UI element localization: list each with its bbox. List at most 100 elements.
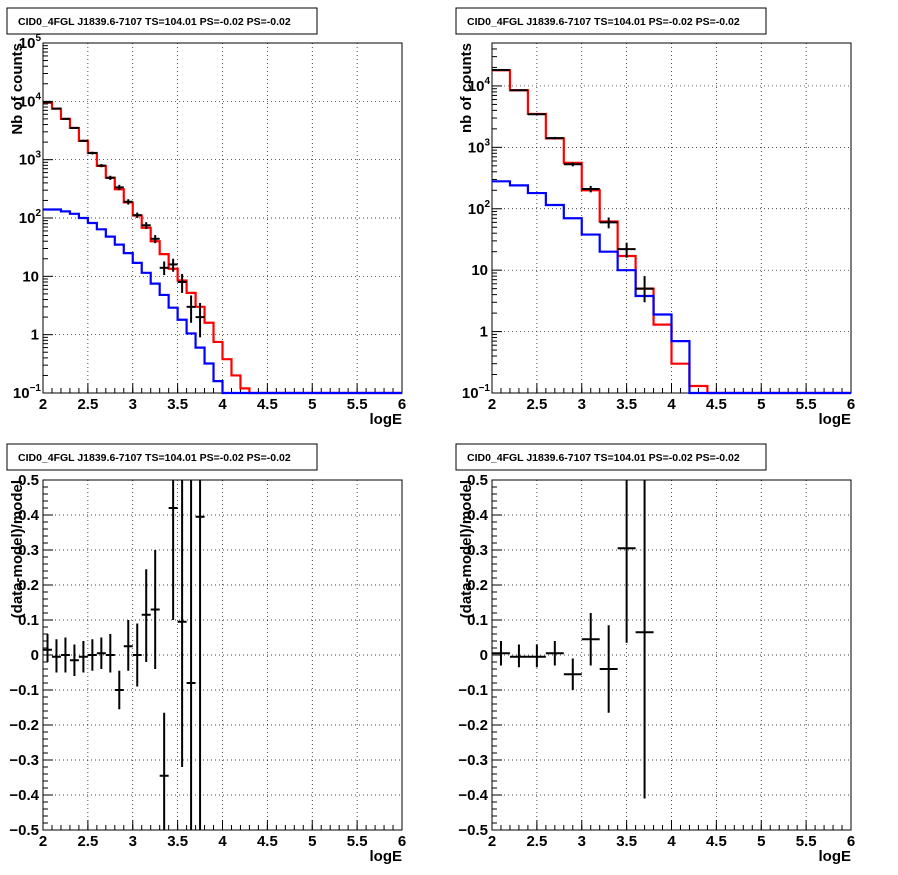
- data-point: [60, 637, 70, 673]
- data-point: [51, 107, 61, 110]
- data-point: [177, 480, 187, 767]
- y-tick-label: 0: [480, 647, 488, 664]
- x-tick-label: 3: [578, 833, 586, 850]
- data-point: [123, 199, 133, 205]
- data-point: [78, 641, 88, 673]
- data-point: [195, 302, 205, 338]
- y-tick-label: −0.4: [458, 787, 488, 804]
- x-tick-label: 5.5: [347, 833, 368, 850]
- data-point: [43, 634, 52, 662]
- data-point: [43, 101, 52, 104]
- x-tick-label: 3: [129, 396, 137, 413]
- x-tick-label: 3.5: [167, 833, 188, 850]
- data-point: [114, 184, 124, 191]
- chart-title: CID0_4FGL J1839.6-7107 TS=104.01 PS=-0.0…: [18, 452, 291, 464]
- x-tick-label: 2.5: [77, 833, 98, 850]
- x-tick-label: 2: [488, 833, 496, 850]
- y-tick-label: 1: [480, 324, 488, 341]
- chart-title: CID0_4FGL J1839.6-7107 TS=104.01 PS=-0.0…: [467, 452, 740, 464]
- x-tick-label: 5: [757, 396, 765, 413]
- y-tick-label: −0.2: [9, 717, 39, 734]
- data-point: [78, 139, 88, 142]
- data-point: [527, 644, 546, 668]
- y-tick-label: 102: [468, 199, 491, 218]
- x-tick-label: 4: [218, 396, 227, 413]
- y-tick-label: 10: [22, 268, 39, 285]
- series-1-step-line: [492, 180, 851, 395]
- data-point: [492, 68, 510, 71]
- data-point: [509, 644, 528, 668]
- y-tick-label: −0.5: [9, 822, 39, 839]
- x-tick-label: 4: [667, 833, 676, 850]
- y-tick-label: 103: [468, 137, 491, 156]
- data-point: [60, 117, 70, 120]
- data-point: [195, 480, 205, 830]
- x-tick-label: 4.5: [257, 396, 278, 413]
- data-point: [177, 273, 187, 293]
- y-tick-label: −0.4: [9, 787, 39, 804]
- y-tick-label: 0.4: [18, 507, 40, 524]
- chart-panel-0: CID0_4FGL J1839.6-7107 TS=104.01 PS=-0.0…: [6, 7, 406, 428]
- y-tick-label: 0.5: [18, 472, 39, 489]
- data-point: [617, 480, 636, 643]
- data-point: [563, 162, 582, 167]
- data-point: [599, 217, 618, 229]
- chart-title: CID0_4FGL J1839.6-7107 TS=104.01 PS=-0.0…: [18, 16, 291, 28]
- x-tick-label: 2: [39, 833, 47, 850]
- x-tick-label: 4: [667, 396, 676, 413]
- data-point: [186, 295, 196, 323]
- y-axis-label: nb of counts: [458, 43, 475, 133]
- x-tick-label: 2: [39, 396, 47, 413]
- title-box: [6, 7, 318, 35]
- x-tick-label: 2.5: [526, 396, 547, 413]
- data-point: [105, 175, 115, 180]
- y-tick-label: 104: [468, 76, 491, 95]
- x-tick-label: 4.5: [706, 396, 727, 413]
- x-tick-label: 6: [847, 396, 855, 413]
- data-point: [87, 151, 97, 155]
- chart-title: CID0_4FGL J1839.6-7107 TS=104.01 PS=-0.0…: [467, 16, 740, 28]
- y-tick-label: 105: [19, 33, 42, 52]
- y-axis-label: (data-model)/model: [9, 480, 26, 618]
- y-tick-label: −0.1: [9, 682, 39, 699]
- data-point: [563, 658, 582, 690]
- y-axis-label: Nb of counts: [9, 43, 26, 135]
- data-point: [105, 634, 115, 673]
- data-point: [599, 625, 618, 713]
- title-box: [6, 443, 318, 471]
- x-tick-label: 5: [757, 833, 765, 850]
- x-tick-label: 4.5: [706, 833, 727, 850]
- x-tick-label: 6: [847, 833, 855, 850]
- data-point: [581, 185, 600, 193]
- data-point: [617, 242, 636, 258]
- x-tick-label: 3.5: [167, 396, 188, 413]
- y-tick-label: 1: [31, 327, 39, 344]
- y-tick-label: 10−1: [462, 383, 491, 402]
- x-axis-label: logE: [370, 411, 403, 428]
- x-tick-label: 5.5: [796, 396, 817, 413]
- y-tick-label: 0.1: [467, 612, 488, 629]
- x-tick-label: 4.5: [257, 833, 278, 850]
- data-point: [186, 480, 196, 830]
- y-tick-label: 102: [19, 208, 42, 227]
- data-point: [159, 261, 169, 276]
- data-point: [168, 480, 178, 620]
- data-point: [114, 670, 124, 710]
- data-point: [123, 620, 133, 671]
- x-tick-label: 2.5: [77, 396, 98, 413]
- data-point: [141, 222, 151, 229]
- data-point: [150, 235, 160, 244]
- data-point: [509, 89, 528, 92]
- y-tick-label: 0.1: [18, 612, 39, 629]
- y-tick-label: 103: [19, 150, 42, 169]
- data-point: [96, 164, 106, 168]
- data-point: [96, 637, 106, 669]
- chart-panel-3: CID0_4FGL J1839.6-7107 TS=104.01 PS=-0.0…: [455, 443, 855, 865]
- data-point: [69, 126, 79, 129]
- x-tick-label: 6: [398, 396, 406, 413]
- y-tick-label: 0.4: [467, 507, 489, 524]
- y-tick-label: 0.2: [18, 577, 39, 594]
- x-tick-label: 3: [129, 833, 137, 850]
- y-tick-label: 10: [471, 262, 488, 279]
